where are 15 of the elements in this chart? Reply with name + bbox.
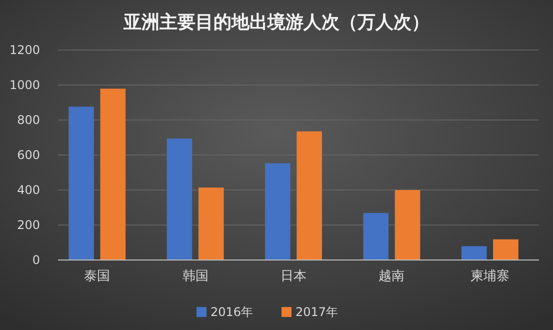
chart-title: 亚洲主要目的地出境游人次（万人次）	[122, 12, 430, 33]
y-tick-label: 400	[17, 183, 40, 198]
x-tick-label: 泰国	[84, 269, 110, 284]
x-tick-label: 日本	[280, 269, 306, 284]
y-tick-label: 1000	[9, 78, 40, 92]
y-tick-label: 1200	[9, 43, 40, 58]
x-tick-label: 柬埔寨	[470, 268, 510, 284]
x-tick-label: 越南	[378, 269, 405, 284]
y-tick-label: 200	[17, 218, 40, 232]
y-tick-label: 0	[32, 253, 40, 268]
legend-label: 2016年	[210, 305, 254, 319]
x-tick-label: 韩国	[182, 269, 208, 284]
y-tick-label: 600	[17, 148, 40, 162]
y-tick-label: 800	[17, 113, 40, 128]
legend-label: 2017年	[296, 305, 338, 319]
